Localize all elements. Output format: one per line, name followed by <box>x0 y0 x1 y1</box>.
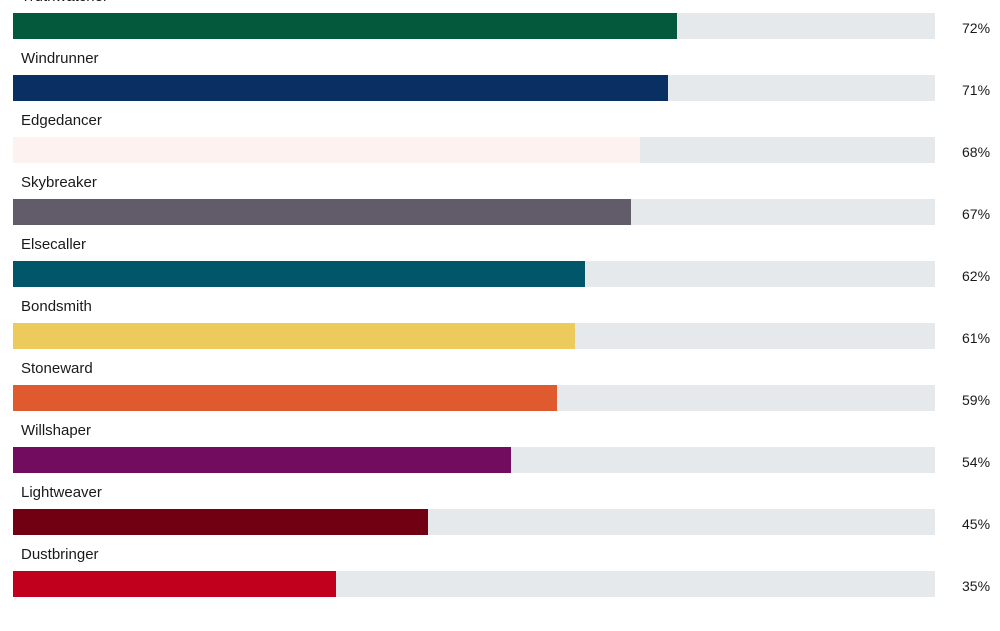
value-label: 71% <box>962 82 991 98</box>
bar-row: Dustbringer 35% <box>0 546 1000 608</box>
bar-row: Willshaper 54% <box>0 422 1000 484</box>
bar <box>13 571 336 597</box>
value-label: 61% <box>962 330 991 346</box>
bar-track <box>13 385 935 411</box>
bar-track <box>13 261 935 287</box>
bar-track <box>13 447 935 473</box>
bar <box>13 509 428 535</box>
category-label: Stoneward <box>21 360 93 377</box>
bar-track <box>13 75 935 101</box>
bar-row: Bondsmith 61% <box>0 298 1000 360</box>
bar <box>13 199 631 225</box>
bar-row: Skybreaker 67% <box>0 174 1000 236</box>
bar-row: Windrunner 71% <box>0 50 1000 112</box>
bar-row: Truthwatcher 72% <box>0 0 1000 50</box>
bar-track <box>13 13 935 39</box>
bar-row: Stoneward 59% <box>0 360 1000 422</box>
value-label: 72% <box>962 20 991 36</box>
bar <box>13 75 668 101</box>
value-label: 45% <box>962 516 991 532</box>
category-label: Elsecaller <box>21 236 87 253</box>
value-label: 35% <box>962 578 991 594</box>
category-label: Skybreaker <box>21 174 97 191</box>
bar <box>13 385 557 411</box>
bar-row: Edgedancer 68% <box>0 112 1000 174</box>
bar-row: Elsecaller 62% <box>0 236 1000 298</box>
bar-row: Lightweaver 45% <box>0 484 1000 546</box>
value-label: 67% <box>962 206 991 222</box>
value-label: 68% <box>962 144 991 160</box>
bar <box>13 447 511 473</box>
bar-track <box>13 509 935 535</box>
category-label: Truthwatcher <box>21 0 108 6</box>
bar-track <box>13 323 935 349</box>
value-label: 54% <box>962 454 991 470</box>
bar-track <box>13 571 935 597</box>
bar <box>13 323 576 349</box>
category-label: Dustbringer <box>21 546 99 563</box>
category-label: Bondsmith <box>21 298 92 315</box>
bar <box>13 137 640 163</box>
bar-track <box>13 199 935 225</box>
value-label: 62% <box>962 268 991 284</box>
category-label: Lightweaver <box>21 484 102 501</box>
category-label: Willshaper <box>21 422 92 439</box>
bar-track <box>13 137 935 163</box>
bar <box>13 13 677 39</box>
category-label: Edgedancer <box>21 112 102 129</box>
bar <box>13 261 585 287</box>
value-label: 59% <box>962 392 991 408</box>
category-label: Windrunner <box>21 50 99 67</box>
